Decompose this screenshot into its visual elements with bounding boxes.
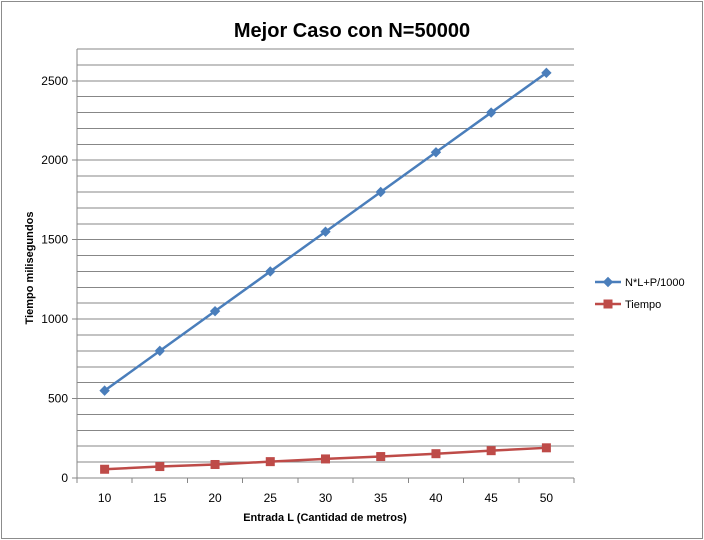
x-tick-label: 50 bbox=[540, 491, 554, 505]
x-tick-label: 20 bbox=[208, 491, 222, 505]
x-axis-title: Entrada L (Cantidad de metros) bbox=[243, 512, 407, 524]
data-point bbox=[485, 107, 497, 118]
x-tick-label: 30 bbox=[319, 491, 333, 505]
data-point bbox=[376, 452, 386, 462]
y-tick-label: 1500 bbox=[41, 233, 68, 247]
legend-marker bbox=[602, 276, 614, 288]
data-point bbox=[375, 186, 386, 198]
y-tick-label: 0 bbox=[61, 471, 68, 485]
data-point bbox=[486, 446, 496, 456]
x-tick-label: 10 bbox=[98, 491, 112, 505]
x-tick-label: 15 bbox=[153, 491, 167, 505]
legend-marker bbox=[603, 299, 613, 309]
x-tick-labels: 10 15 20 25 30 35 40 45 50 bbox=[98, 491, 553, 505]
data-point bbox=[209, 305, 221, 317]
data-point bbox=[265, 457, 275, 467]
y-tick-label: 500 bbox=[48, 392, 68, 406]
chart-title: Mejor Caso con N=50000 bbox=[234, 20, 470, 42]
data-point bbox=[320, 226, 331, 237]
data-point bbox=[431, 449, 441, 459]
y-tick-label: 1000 bbox=[41, 312, 68, 326]
data-point bbox=[210, 459, 220, 469]
data-point bbox=[100, 464, 110, 474]
data-point bbox=[541, 443, 551, 453]
data-point bbox=[154, 345, 166, 357]
series-1 bbox=[99, 67, 552, 396]
x-tick-label: 45 bbox=[484, 491, 498, 505]
y-tick-label: 2500 bbox=[41, 74, 68, 88]
legend-item: Tiempo bbox=[595, 299, 661, 311]
data-point bbox=[265, 266, 276, 277]
data-point bbox=[321, 454, 330, 464]
x-tick-label: 40 bbox=[429, 491, 443, 505]
grid-lines bbox=[77, 48, 574, 463]
axes bbox=[72, 49, 575, 483]
legend-item: N*L+P/1000 bbox=[595, 276, 685, 289]
data-point bbox=[541, 67, 552, 79]
series-2 bbox=[100, 443, 551, 474]
series-layer bbox=[99, 67, 552, 474]
y-tick-labels: 0 500 1000 1500 2000 2500 bbox=[41, 74, 68, 485]
data-point bbox=[99, 385, 110, 396]
legend: N*L+P/1000 Tiempo bbox=[595, 276, 685, 311]
y-tick-label: 2000 bbox=[41, 153, 68, 167]
legend-label: N*L+P/1000 bbox=[625, 277, 685, 289]
legend-label: Tiempo bbox=[625, 299, 661, 311]
y-axis-title: Tiempo milisegundos bbox=[24, 212, 36, 325]
x-tick-label: 35 bbox=[374, 491, 388, 505]
data-point bbox=[430, 147, 442, 158]
data-point bbox=[155, 462, 165, 472]
x-tick-label: 25 bbox=[264, 491, 278, 505]
